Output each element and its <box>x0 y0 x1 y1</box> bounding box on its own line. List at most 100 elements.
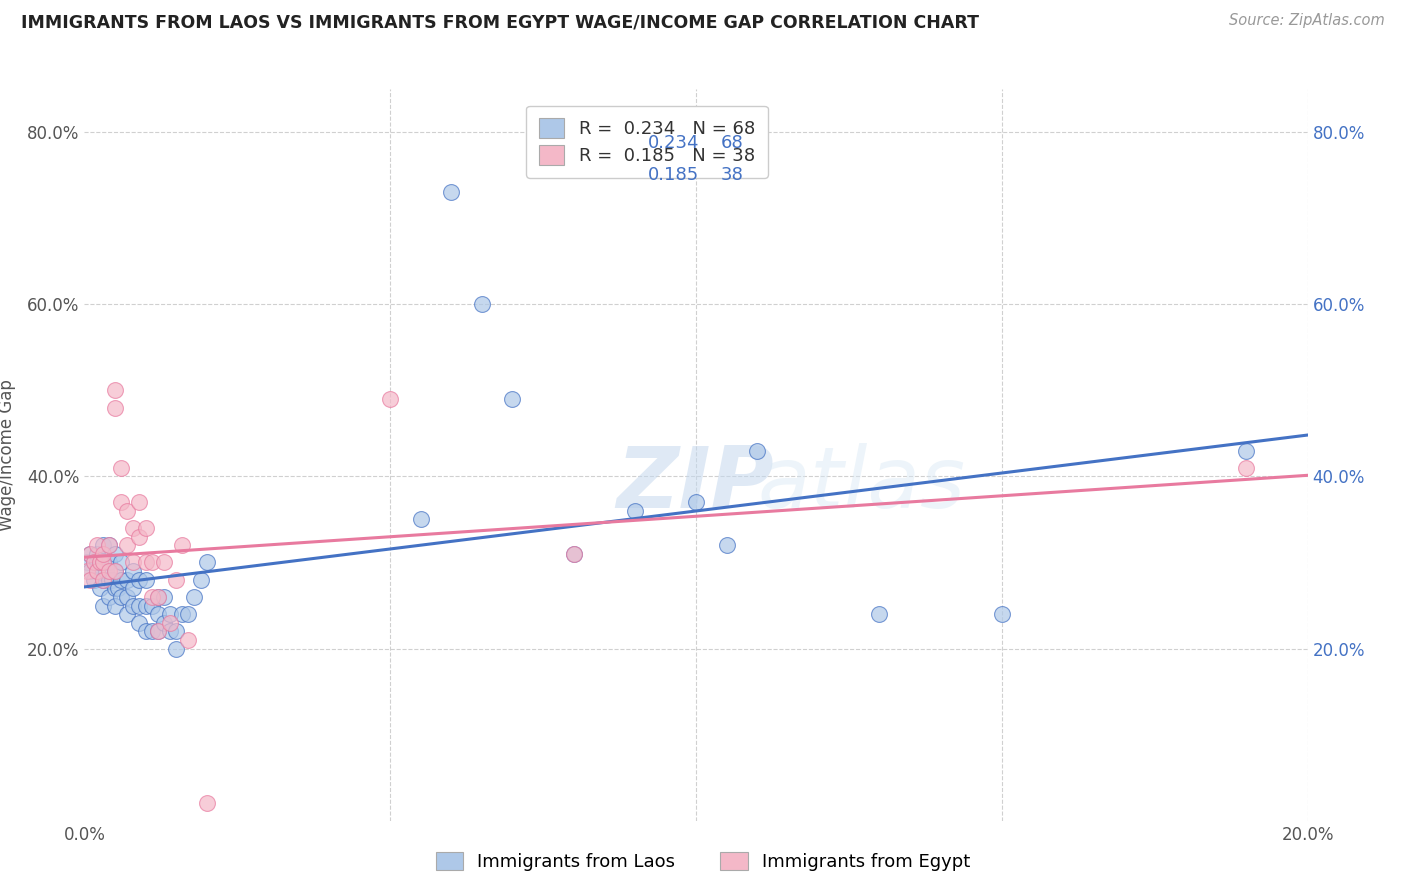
Point <box>83 556 105 570</box>
Point <box>502 392 524 406</box>
Point <box>128 599 150 613</box>
Point <box>110 460 132 475</box>
Point <box>991 607 1014 621</box>
Point <box>122 556 145 570</box>
Point <box>76 564 98 578</box>
Point <box>135 521 157 535</box>
Text: ZIP: ZIP <box>616 442 775 525</box>
Point <box>183 590 205 604</box>
Point <box>79 573 101 587</box>
Point <box>172 607 194 621</box>
Point <box>146 624 169 639</box>
Point <box>97 538 120 552</box>
Point <box>380 392 402 406</box>
Text: IMMIGRANTS FROM LAOS VS IMMIGRANTS FROM EGYPT WAGE/INCOME GAP CORRELATION CHART: IMMIGRANTS FROM LAOS VS IMMIGRANTS FROM … <box>21 13 979 31</box>
Point <box>104 564 127 578</box>
Point <box>97 573 120 587</box>
Point <box>91 556 114 570</box>
Point <box>135 624 157 639</box>
Point <box>159 615 181 630</box>
Point <box>141 599 163 613</box>
Point <box>86 564 108 578</box>
Point <box>110 590 132 604</box>
Point <box>79 547 101 561</box>
Point <box>128 495 150 509</box>
Point <box>172 538 194 552</box>
Legend: Immigrants from Laos, Immigrants from Egypt: Immigrants from Laos, Immigrants from Eg… <box>429 845 977 879</box>
Text: 0.185: 0.185 <box>648 166 699 184</box>
Point <box>122 521 145 535</box>
Point <box>94 564 117 578</box>
Point <box>110 573 132 587</box>
Point <box>110 556 132 570</box>
Point <box>122 599 145 613</box>
Point <box>104 582 127 596</box>
Point <box>177 607 200 621</box>
Point <box>115 538 138 552</box>
Point <box>115 590 138 604</box>
Point <box>128 615 150 630</box>
Point <box>91 599 114 613</box>
Point <box>107 582 129 596</box>
Point <box>869 607 891 621</box>
Point <box>122 564 145 578</box>
Point <box>409 512 432 526</box>
Point <box>91 573 114 587</box>
Point <box>104 564 127 578</box>
Point <box>153 590 176 604</box>
Point <box>141 590 163 604</box>
Point <box>562 547 585 561</box>
Point <box>747 443 769 458</box>
Point <box>86 564 108 578</box>
Point <box>79 564 101 578</box>
Point <box>195 556 218 570</box>
Point <box>141 556 163 570</box>
Point <box>110 495 132 509</box>
Point <box>1236 443 1258 458</box>
Point <box>165 624 187 639</box>
Point <box>104 384 127 398</box>
Point <box>1236 460 1258 475</box>
Point <box>86 547 108 561</box>
Point <box>562 547 585 561</box>
Point <box>97 590 120 604</box>
Point <box>91 547 114 561</box>
Y-axis label: Wage/Income Gap: Wage/Income Gap <box>0 379 15 531</box>
Point <box>115 573 138 587</box>
Point <box>153 556 176 570</box>
Point <box>146 590 169 604</box>
Point <box>146 607 169 621</box>
Point <box>471 297 494 311</box>
Point <box>89 556 111 570</box>
Point <box>146 624 169 639</box>
Point <box>115 504 138 518</box>
Point <box>177 632 200 647</box>
Point <box>83 573 105 587</box>
Point <box>122 582 145 596</box>
Point <box>190 573 212 587</box>
Point <box>440 186 463 200</box>
Point <box>135 599 157 613</box>
Point <box>76 556 98 570</box>
Point <box>146 590 169 604</box>
Point <box>91 538 114 552</box>
Point <box>97 538 120 552</box>
Point <box>128 530 150 544</box>
Point <box>101 573 124 587</box>
Point <box>104 599 127 613</box>
Point <box>97 564 120 578</box>
Text: 68: 68 <box>720 134 744 153</box>
Point <box>89 582 111 596</box>
Point <box>83 556 105 570</box>
Text: 38: 38 <box>720 166 744 184</box>
Point <box>91 556 114 570</box>
Point <box>115 607 138 621</box>
Point <box>104 401 127 415</box>
Point <box>141 624 163 639</box>
Point <box>86 538 108 552</box>
Point <box>91 573 114 587</box>
Point <box>685 495 707 509</box>
Text: Source: ZipAtlas.com: Source: ZipAtlas.com <box>1229 13 1385 29</box>
Point <box>165 641 187 656</box>
Point <box>89 556 111 570</box>
